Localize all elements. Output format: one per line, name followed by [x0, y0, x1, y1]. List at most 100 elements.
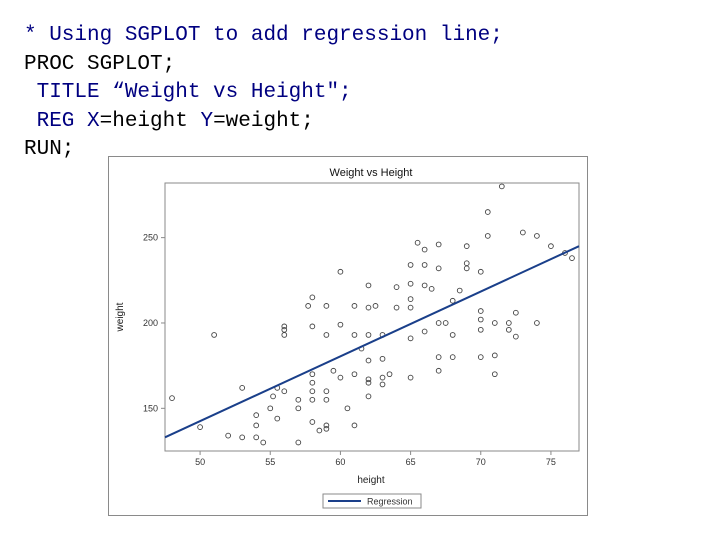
- plot-area: [164, 182, 580, 452]
- scatter-point: [323, 388, 330, 395]
- code-reg-keyword: REG: [24, 109, 88, 133]
- scatter-point: [351, 371, 358, 378]
- scatter-point: [449, 354, 456, 360]
- scatter-point: [421, 328, 428, 335]
- scatter-point: [491, 320, 498, 326]
- code-reg-height: =height: [99, 109, 201, 133]
- scatter-point: [520, 229, 526, 236]
- scatter-point: [463, 260, 470, 267]
- scatter-point: [337, 321, 344, 328]
- sgplot-figure: Weight vs Height 150 200 250 50 55 60 65 70 75 …: [108, 156, 588, 516]
- x-tick-label: 55: [265, 457, 275, 467]
- code-proc-line: PROC SGPLOT;: [24, 52, 176, 76]
- scatter-point: [477, 308, 484, 314]
- scatter-point: [309, 371, 316, 378]
- scatter-point: [449, 332, 456, 338]
- scatter-point: [548, 243, 554, 250]
- scatter-point: [344, 405, 351, 412]
- scatter-point: [505, 320, 512, 326]
- scatter-point: [484, 209, 491, 215]
- scatter-point: [253, 412, 260, 419]
- scatter-point: [512, 333, 519, 340]
- scatter-point: [253, 434, 260, 441]
- scatter-point: [365, 304, 372, 311]
- scatter-point: [484, 233, 491, 239]
- scatter-point: [463, 243, 470, 250]
- scatter-point: [253, 422, 260, 429]
- sas-code-block: * Using SGPLOT to add regression line; P…: [24, 22, 503, 165]
- scatter-point: [421, 246, 428, 253]
- scatter-point: [295, 439, 302, 446]
- scatter-point: [456, 287, 463, 294]
- scatter-point: [281, 332, 288, 338]
- scatter-point: [239, 384, 246, 391]
- scatter-point: [449, 297, 456, 304]
- scatter-point: [281, 323, 288, 330]
- x-tick-label: 70: [476, 457, 486, 467]
- scatter-point: [505, 326, 512, 333]
- scatter-point: [428, 285, 435, 292]
- scatter-point: [393, 284, 400, 290]
- scatter-point: [421, 262, 428, 268]
- chart-title: Weight vs Height: [330, 167, 413, 179]
- legend-box: [322, 493, 422, 509]
- scatter-point: [379, 355, 386, 362]
- scatter-point: [309, 419, 316, 425]
- scatter-point: [365, 376, 372, 383]
- scatter-point: [323, 303, 330, 309]
- scatter-point: [435, 241, 442, 248]
- y-axis-label: weight: [115, 302, 126, 332]
- scatter-point: [281, 326, 288, 333]
- scatter-point: [407, 280, 414, 287]
- scatter-point: [407, 304, 414, 311]
- scatter-point: [365, 357, 372, 364]
- scatter-point: [323, 396, 330, 403]
- scatter-point: [414, 239, 421, 246]
- scatter-point: [295, 405, 302, 412]
- x-tick-label: 75: [546, 457, 556, 467]
- scatter-point: [393, 304, 400, 311]
- scatter-point: [477, 326, 484, 333]
- scatter-point: [407, 262, 414, 268]
- legend: Regression: [322, 493, 422, 509]
- scatter-point: [435, 265, 442, 272]
- scatter-point: [365, 282, 372, 289]
- code-reg-y: Y: [200, 109, 214, 133]
- scatter-point: [379, 374, 386, 381]
- scatter-point: [323, 332, 330, 338]
- code-comment-line: * Using SGPLOT to add regression line;: [24, 24, 503, 47]
- scatter-point: [281, 388, 288, 395]
- x-tick-label: 65: [406, 457, 416, 467]
- scatter-point: [305, 303, 311, 309]
- scatter-point: [435, 367, 442, 374]
- scatter-point: [239, 434, 246, 441]
- scatter-point: [309, 294, 316, 301]
- scatter-point: [309, 388, 316, 395]
- scatter-point: [498, 183, 505, 190]
- scatter-point: [351, 422, 358, 429]
- scatter-point: [534, 320, 540, 326]
- scatter-point: [407, 296, 414, 302]
- scatter-point: [330, 367, 337, 374]
- scatter-point: [295, 396, 302, 403]
- x-tick-label: 60: [335, 457, 345, 467]
- scatter-point: [463, 265, 470, 272]
- scatter-point: [309, 379, 316, 386]
- scatter-point: [442, 320, 449, 326]
- scatter-point: [260, 439, 267, 446]
- y-tick-label: 150: [143, 403, 158, 413]
- scatter-point: [386, 371, 393, 378]
- scatter-point: [407, 374, 414, 381]
- scatter-point: [379, 381, 386, 388]
- scatter-point: [421, 282, 428, 289]
- scatter-point: [365, 379, 372, 386]
- code-reg-x: X: [87, 109, 100, 133]
- scatter-point: [491, 352, 498, 359]
- scatter-point: [316, 427, 323, 434]
- scatter-point: [270, 393, 276, 400]
- scatter-point: [365, 332, 372, 338]
- code-run-line: RUN;: [24, 138, 75, 161]
- scatter-point: [491, 371, 498, 378]
- scatter-point: [435, 320, 442, 326]
